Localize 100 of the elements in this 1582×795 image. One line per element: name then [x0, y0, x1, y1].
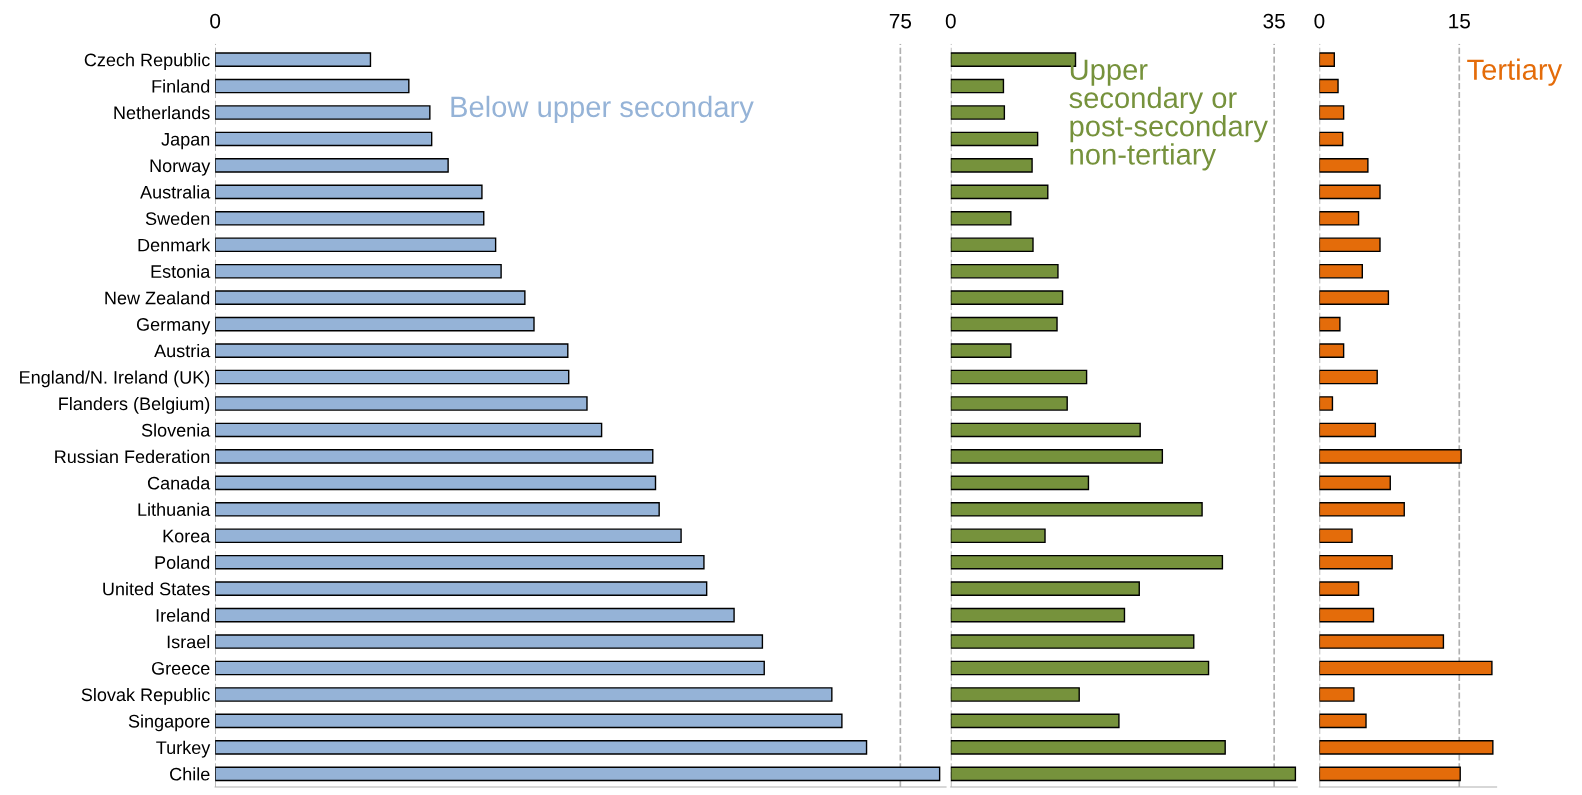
bar — [1319, 105, 1345, 120]
bar — [950, 449, 1164, 464]
bar — [950, 184, 1049, 200]
bar — [215, 158, 449, 173]
bar — [215, 369, 570, 385]
y-tick-label: Finland — [152, 79, 210, 93]
bar — [215, 740, 868, 755]
bar — [950, 78, 1005, 94]
bar — [215, 475, 657, 491]
bar — [950, 158, 1033, 173]
bar — [215, 713, 843, 729]
bar — [1319, 52, 1336, 67]
bar — [950, 766, 1297, 782]
bar — [215, 449, 654, 464]
bar — [215, 343, 569, 358]
bar — [1319, 660, 1493, 676]
bar — [950, 607, 1126, 623]
bar — [215, 237, 497, 253]
bar — [1319, 475, 1391, 491]
bar — [950, 263, 1059, 279]
y-tick-label: Australia — [140, 185, 211, 199]
bar — [950, 396, 1068, 411]
y-tick-label: Lithuania — [138, 502, 211, 517]
bar — [950, 422, 1141, 438]
bar — [215, 131, 433, 147]
series-label: Below upper secondary — [451, 95, 754, 123]
bar — [1319, 131, 1344, 147]
bar — [215, 211, 485, 226]
bar — [950, 290, 1064, 305]
bar — [1319, 607, 1375, 623]
bar — [950, 343, 1012, 358]
bar — [950, 554, 1224, 570]
bar — [215, 396, 588, 411]
y-tick-label: Denmark — [138, 238, 211, 252]
bar — [1319, 554, 1393, 570]
bar — [950, 237, 1034, 253]
bar — [950, 634, 1195, 649]
bar — [950, 660, 1210, 676]
bar — [950, 105, 1006, 120]
y-tick-label: New Zealand — [105, 291, 210, 305]
bar — [1319, 766, 1461, 782]
y-tick-label: Turkey — [156, 740, 211, 758]
y-tick-label: Norway — [150, 159, 211, 176]
y-tick-label: Japan — [161, 133, 210, 150]
bar — [950, 581, 1140, 596]
bar — [1319, 396, 1334, 411]
bar — [1319, 422, 1377, 438]
bar — [950, 713, 1120, 729]
x-tick-label: 0 — [1314, 13, 1325, 29]
bar — [1319, 713, 1367, 729]
bar — [1319, 528, 1353, 544]
bar — [215, 501, 660, 517]
y-tick-label: Germany — [136, 318, 211, 335]
bar — [1319, 501, 1405, 517]
bar — [1319, 316, 1341, 332]
bar — [1319, 369, 1378, 385]
bar — [215, 184, 483, 200]
bar — [215, 105, 431, 120]
x-tick-label: 35 — [1263, 13, 1285, 29]
y-tick-label: Poland — [155, 555, 210, 569]
series-label: Upper secondary or post-secondary non-tertiary — [1069, 59, 1268, 171]
bar — [215, 52, 372, 67]
bar — [950, 528, 1046, 544]
y-tick-label: Israel — [167, 635, 210, 649]
bar — [1319, 343, 1345, 358]
bar — [215, 581, 708, 596]
bar — [215, 554, 705, 570]
bar — [1319, 449, 1462, 464]
bar — [1319, 158, 1369, 173]
y-tick-label: Russian Federation — [55, 449, 210, 464]
bar — [215, 290, 526, 305]
bar — [1319, 237, 1381, 253]
y-tick-label: Chile — [170, 767, 210, 781]
bar — [950, 687, 1080, 702]
bar — [1319, 740, 1494, 755]
y-tick-label: Czech Republic — [84, 53, 210, 70]
y-tick-label: Singapore — [128, 714, 210, 732]
y-tick-label: Ireland — [156, 608, 210, 622]
y-tick-label: Greece — [151, 661, 210, 675]
bar — [950, 369, 1088, 385]
y-tick-label: England/N. Ireland (UK) — [20, 370, 210, 388]
text: Tertiary — [1467, 58, 1563, 86]
bar — [950, 740, 1226, 755]
bar — [215, 607, 735, 623]
y-tick-label: Korea — [163, 529, 211, 543]
y-tick-label: Slovak Republic — [81, 687, 210, 705]
bar — [1319, 263, 1363, 279]
bar — [215, 78, 410, 94]
bar — [950, 475, 1090, 491]
x-tick-label: 0 — [210, 13, 221, 29]
bar — [215, 263, 502, 279]
bar — [1319, 581, 1360, 596]
y-tick-label: Estonia — [151, 264, 211, 278]
bar — [950, 131, 1039, 147]
bar — [215, 766, 941, 782]
bar — [1319, 78, 1339, 94]
x-tick-label: 15 — [1449, 13, 1470, 29]
y-tick-label: Austria — [154, 344, 211, 358]
bar — [1319, 290, 1390, 305]
y-tick-label: United States — [103, 582, 210, 596]
